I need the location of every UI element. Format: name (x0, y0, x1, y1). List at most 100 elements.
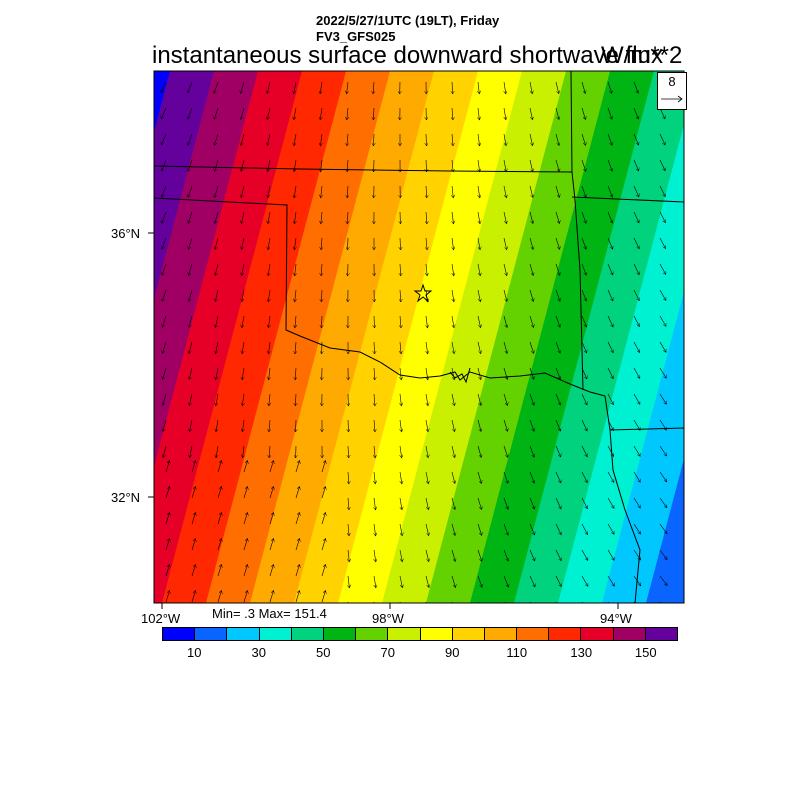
wind-arrow (607, 575, 615, 586)
wind-arrow (267, 81, 271, 94)
wind-arrow (659, 289, 666, 301)
wind-arrow (399, 549, 402, 562)
wind-arrow (555, 523, 561, 535)
wind-arrow (452, 159, 453, 172)
wind-arrow (529, 211, 533, 224)
wind-arrow (555, 419, 561, 431)
wind-arrow (426, 341, 428, 354)
wind-arrow (477, 367, 481, 380)
wind-arrow (295, 461, 300, 473)
wind-arrow (607, 211, 613, 223)
wind-arrow (503, 445, 508, 457)
wind-arrow (503, 523, 508, 535)
wind-arrow (451, 601, 453, 603)
wind-arrow (581, 419, 587, 431)
wind-arrow (659, 185, 665, 197)
wind-arrow (555, 549, 561, 561)
wind-arrow (529, 575, 535, 587)
wind-arrow (555, 497, 561, 509)
wind-arrow (269, 419, 270, 432)
wind-arrow (399, 523, 402, 536)
wind-arrow (555, 445, 561, 457)
wind-arrow (478, 185, 480, 198)
wind-arrow (451, 523, 455, 536)
wind-arrow (241, 107, 245, 120)
wind-arrow (477, 549, 482, 561)
wind-arrow (555, 341, 560, 353)
wind-arrow (216, 341, 219, 354)
wind-arrow (191, 565, 196, 577)
wind-arrow (188, 81, 193, 93)
wind-vectors (161, 81, 667, 603)
wind-arrow (347, 185, 348, 198)
flux-band (470, 71, 656, 603)
wind-arrow (215, 159, 219, 172)
wind-arrow (633, 289, 639, 301)
wind-arrow (188, 107, 193, 119)
wind-arrow (294, 185, 296, 198)
wind-arrow (162, 289, 167, 301)
wind-arrow (607, 497, 614, 508)
wind-arrow (295, 591, 300, 603)
wind-arrow (321, 263, 322, 276)
wind-arrow (659, 445, 667, 456)
map-title: instantaneous surface downward shortwave… (152, 42, 663, 69)
wind-arrow (373, 107, 374, 120)
colorbar-label: 30 (251, 645, 266, 660)
wind-arrow (529, 419, 534, 431)
wind-arrow (163, 445, 167, 458)
wind-arrow (165, 513, 170, 525)
wind-arrow (451, 497, 455, 510)
wind-arrow (659, 237, 666, 249)
wind-arrow (400, 419, 402, 432)
wind-arrow (348, 445, 349, 458)
wind-arrow (214, 107, 219, 119)
wind-arrow (451, 341, 454, 354)
wind-arrow (451, 575, 456, 588)
wind-arrow (217, 539, 222, 551)
wind-arrow (425, 601, 427, 603)
wind-arrow (607, 393, 614, 405)
wind-arrow (269, 341, 271, 354)
wind-arrow (347, 133, 348, 146)
colorbar-swatch (163, 628, 196, 640)
wind-arrow (425, 523, 429, 536)
wind-arrow (400, 367, 401, 380)
reference-vector-box: 8 (657, 72, 687, 110)
wind-arrow (348, 523, 349, 536)
wind-arrow (268, 185, 271, 198)
shortwave-flux-field (154, 71, 684, 603)
wind-arrow (477, 601, 479, 603)
wind-arrow (478, 81, 479, 94)
colorbar-swatch (645, 628, 677, 640)
wind-arrow (294, 107, 297, 120)
wind-arrow (295, 289, 296, 302)
wind-arrow (529, 133, 533, 146)
wind-arrow (659, 133, 665, 145)
wind-arrow (347, 601, 349, 603)
wind-arrow (452, 237, 454, 250)
state-borders (154, 71, 684, 603)
wind-arrow (529, 523, 535, 535)
wind-arrow (477, 211, 480, 224)
wind-arrow (320, 107, 322, 120)
wind-arrow (321, 513, 326, 525)
wind-arrow (242, 367, 244, 380)
wind-arrow (374, 367, 375, 380)
wind-arrow (373, 133, 374, 146)
wind-arrow (529, 367, 534, 379)
wind-arrow (633, 419, 640, 430)
wind-arrow (451, 315, 454, 328)
wind-arrow (374, 497, 376, 510)
flux-band (514, 71, 684, 603)
wind-arrow (294, 211, 296, 224)
wind-arrow (214, 133, 219, 145)
wind-arrow (477, 263, 480, 276)
wind-arrow (477, 471, 481, 484)
units-label: W/m**2 (601, 42, 683, 69)
wind-arrow (581, 341, 587, 353)
flux-band (338, 71, 524, 603)
wind-arrow (374, 523, 376, 536)
wind-arrow (189, 263, 193, 276)
